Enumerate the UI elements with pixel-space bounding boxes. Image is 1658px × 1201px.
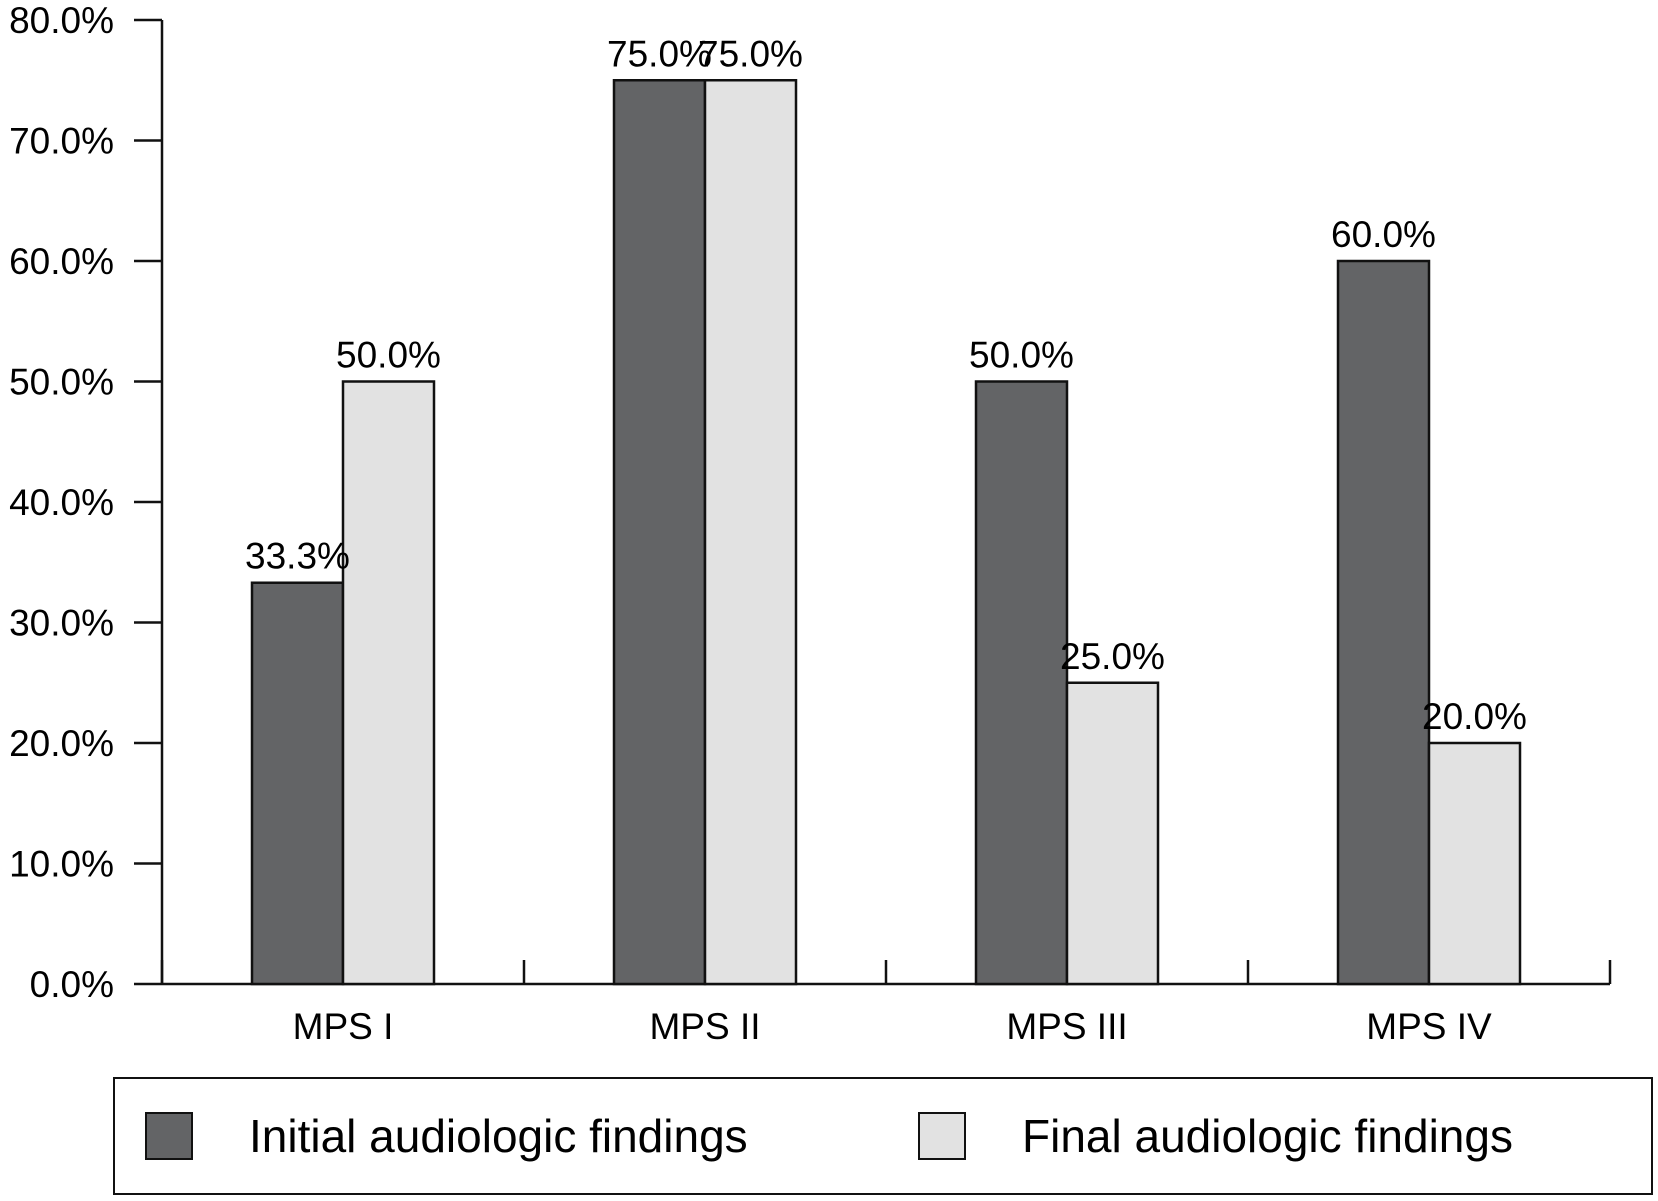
legend-entry-initial: Initial audiologic findings (145, 1079, 748, 1193)
data-labels: 33.3% 50.0% 75.0%75.0% 50.0% 25.0% 60.0% 20.0% (245, 33, 1527, 737)
bar-final (1427, 741, 1522, 986)
y-tick-label: 50.0% (9, 362, 114, 403)
y-tick-label: 30.0% (9, 603, 114, 644)
y-tick-label: 40.0% (9, 482, 114, 523)
x-category-label: MPS I (293, 1006, 394, 1047)
legend-swatch-final (918, 1112, 966, 1160)
y-tick-label: 20.0% (9, 723, 114, 764)
data-label: 20.0% (1422, 696, 1527, 737)
bar-initial (1336, 259, 1431, 986)
data-label: 60.0% (1331, 214, 1436, 255)
bar-final (703, 79, 798, 986)
bar-chart-svg: 0.0% 10.0% 20.0% 30.0% 40.0% 50.0% 60.0% 70.0% 8… (9, 0, 1612, 1047)
bars (250, 79, 1522, 986)
legend-label-final: Final audiologic findings (1022, 1110, 1513, 1162)
legend-label-initial: Initial audiologic findings (249, 1110, 748, 1162)
data-label: 50.0% (969, 335, 1074, 376)
y-tick-label: 80.0% (9, 0, 114, 41)
bar-final (341, 380, 436, 986)
bar-final (1065, 681, 1160, 986)
y-axis: 0.0% 10.0% 20.0% 30.0% 40.0% 50.0% 60.0% 70.0% 8… (9, 0, 164, 1005)
x-category-label: MPS IV (1366, 1006, 1492, 1047)
bar-initial (974, 380, 1069, 986)
legend-swatch-initial (145, 1112, 193, 1160)
data-label: 50.0% (336, 335, 441, 376)
data-label: 75.0% (698, 33, 803, 74)
y-tick-label: 70.0% (9, 121, 114, 162)
data-label: 25.0% (1060, 636, 1165, 677)
y-tick-label: 10.0% (9, 844, 114, 885)
y-tick-label: 60.0% (9, 241, 114, 282)
bar-initial (612, 79, 707, 986)
x-category-label: MPS II (649, 1006, 760, 1047)
bar-initial (250, 581, 345, 986)
legend: Initial audiologic findings Final audiol… (113, 1077, 1653, 1195)
data-label: 75.0% (607, 33, 712, 74)
legend-entry-final: Final audiologic findings (918, 1079, 1513, 1193)
x-category-label: MPS III (1006, 1006, 1127, 1047)
y-tick-label: 0.0% (30, 964, 114, 1005)
data-label: 33.3% (245, 536, 350, 577)
